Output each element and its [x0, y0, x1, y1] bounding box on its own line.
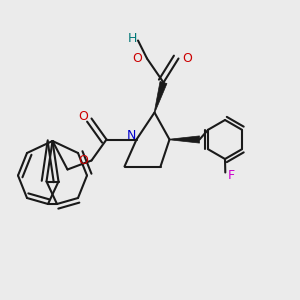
Polygon shape	[169, 136, 200, 143]
Text: O: O	[78, 154, 88, 167]
Text: N: N	[126, 129, 136, 142]
Text: F: F	[228, 169, 235, 182]
Polygon shape	[154, 82, 167, 112]
Text: O: O	[133, 52, 142, 65]
Text: O: O	[182, 52, 192, 65]
Text: O: O	[78, 110, 88, 124]
Text: H: H	[128, 32, 137, 45]
